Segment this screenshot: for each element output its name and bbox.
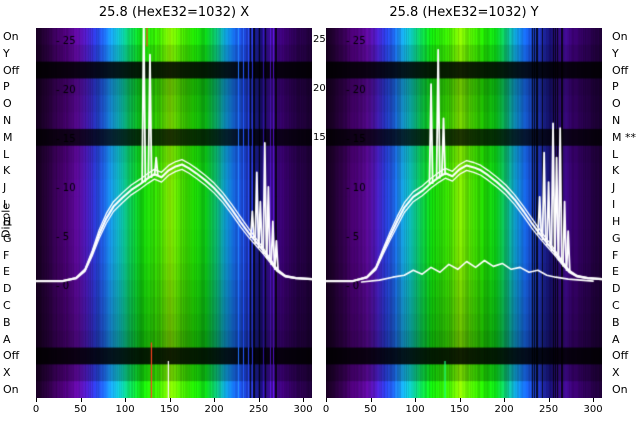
right-row-label: E	[612, 265, 619, 279]
right-row-label: O	[612, 97, 621, 111]
left-row-label: Off	[3, 63, 20, 77]
x-tick-mark	[214, 398, 216, 402]
left-row-label: Off	[3, 349, 20, 363]
right-row-label: A	[612, 332, 620, 346]
right-row-label: L	[612, 147, 619, 161]
left-row-label: G	[3, 231, 12, 245]
x-tick-label: 0	[322, 404, 330, 415]
x-tick-mark	[258, 398, 260, 402]
x-tick-mark	[504, 398, 506, 402]
right-row-label: Off	[612, 63, 629, 77]
left-row-label: N	[3, 114, 12, 127]
left-row-label: Y	[3, 46, 10, 60]
gap-y-tick-label: 20	[313, 83, 326, 94]
left-row-label: E	[3, 265, 10, 279]
x-tick-mark	[459, 398, 461, 402]
right-row-label: G	[612, 231, 621, 245]
x-tick-mark	[303, 398, 305, 402]
x-tick-mark	[415, 398, 417, 402]
left-row-label: M	[3, 130, 13, 144]
x-tick-label: 100	[405, 404, 425, 415]
left-row-label: C	[3, 299, 11, 312]
right-row-label: X	[612, 366, 620, 380]
left-row-label: K	[3, 164, 11, 178]
left-row-label: A	[3, 332, 11, 346]
x-tick-label: 0	[32, 404, 40, 415]
x-tick-mark	[36, 398, 37, 402]
right-row-label: N	[612, 114, 621, 127]
left-row-label: X	[3, 366, 11, 380]
x-tick-mark	[169, 398, 171, 402]
x-tick-label: 300	[583, 404, 603, 415]
right-panel-title: 25.8 (HexE32=1032) Y	[389, 5, 539, 20]
left-row-label: O	[3, 97, 12, 111]
x-tick-label: 50	[364, 404, 377, 415]
x-tick-mark	[80, 398, 82, 402]
gap-y-tick-label: 15	[313, 132, 326, 143]
x-tick-mark	[593, 398, 595, 402]
left-row-label: I	[3, 198, 7, 212]
right-row-label: D	[612, 282, 621, 296]
x-tick-mark	[326, 398, 327, 402]
right-row-label: Off	[612, 349, 629, 363]
right-heatmap-panel	[326, 28, 602, 398]
x-tick-label: 250	[539, 404, 559, 415]
right-row-label: On	[612, 29, 628, 43]
right-row-label: C	[612, 299, 620, 312]
left-row-label: H	[3, 214, 12, 228]
x-tick-label: 300	[293, 404, 313, 415]
right-row-label: F	[612, 248, 619, 262]
left-row-label: On	[3, 29, 19, 43]
right-row-label: On	[612, 383, 628, 397]
left-row-label: D	[3, 282, 12, 296]
left-row-label: On	[3, 383, 19, 397]
left-heatmap-panel	[36, 28, 312, 398]
right-row-label: I	[612, 198, 616, 212]
x-tick-label: 100	[115, 404, 135, 415]
x-tick-mark	[370, 398, 372, 402]
right-row-label: K	[612, 164, 620, 178]
left-row-label: B	[3, 315, 11, 329]
x-tick-label: 200	[494, 404, 514, 415]
x-tick-label: 150	[160, 404, 180, 415]
right-row-label: J	[612, 181, 616, 195]
x-tick-mark	[548, 398, 550, 402]
x-tick-mark	[125, 398, 127, 402]
right-row-label: M **	[612, 130, 636, 144]
right-row-label: H	[612, 214, 621, 228]
left-row-label: P	[3, 80, 10, 94]
right-row-label: B	[612, 315, 620, 329]
x-tick-label: 200	[204, 404, 224, 415]
left-panel-title: 25.8 (HexE32=1032) X	[98, 5, 250, 20]
x-tick-label: 250	[249, 404, 269, 415]
left-row-label: F	[3, 248, 10, 262]
x-tick-label: 150	[450, 404, 470, 415]
left-row-label: J	[3, 181, 7, 195]
gap-y-tick-label: 25	[313, 34, 326, 45]
right-row-label: Y	[612, 46, 619, 60]
right-row-label: P	[612, 80, 619, 94]
x-tick-label: 50	[74, 404, 87, 415]
left-row-label: L	[3, 147, 10, 161]
